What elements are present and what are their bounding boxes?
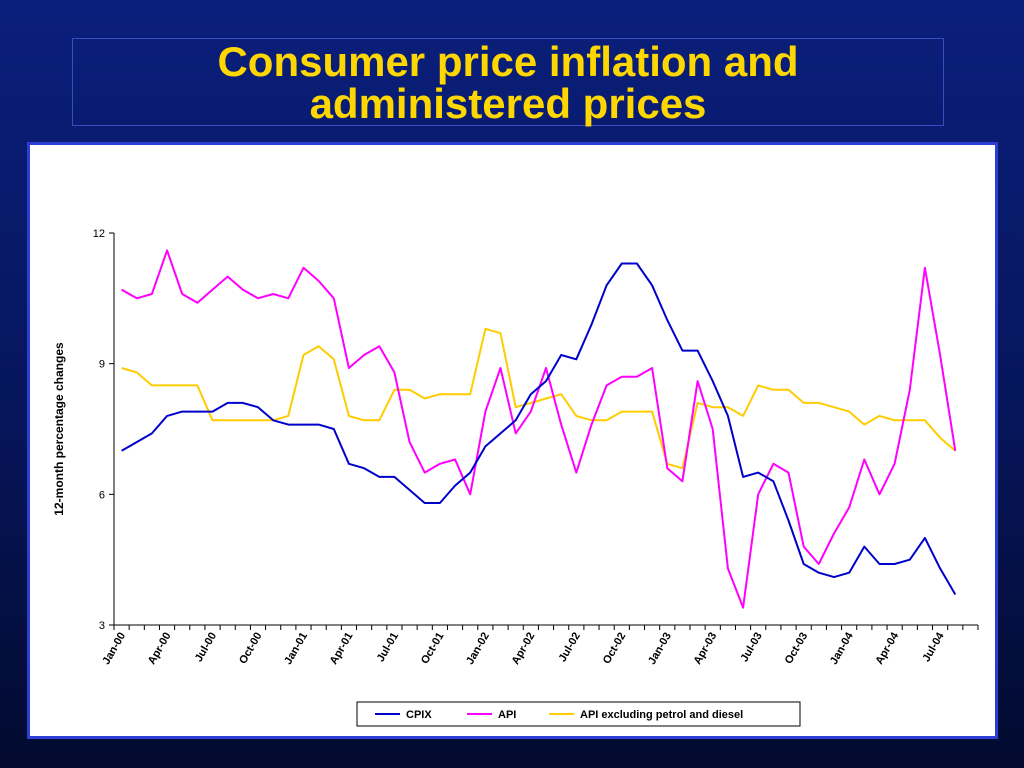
x-tick-label: Apr-00	[146, 631, 174, 667]
title-box: Consumer price inflation and administere…	[72, 38, 944, 126]
slide-title: Consumer price inflation and administere…	[73, 41, 943, 125]
x-tick-label: Jul-01	[375, 631, 401, 665]
series-line-api	[121, 249, 957, 609]
series-line-cpix	[121, 262, 957, 596]
axes	[113, 233, 978, 626]
y-tick-label: 6	[99, 489, 105, 501]
x-ticks: Jan-00 Apr-00 Jul-00 Oct-00 Jan-01 Apr-01 Jul-…	[100, 625, 979, 667]
x-tick-label: Oct-03	[783, 631, 811, 667]
series-line-api-excluding-petrol-and-diesel	[121, 327, 956, 470]
x-tick-label: Jan-04	[828, 630, 856, 667]
series-lines	[121, 249, 957, 609]
x-tick-label: Oct-00	[237, 631, 265, 667]
x-tick-label: Apr-04	[873, 630, 901, 667]
line-chart: 3 6 9 12 Jan-00 Apr-00 Jul-00 Oct-00 Jan-01 Apr-…	[52, 228, 979, 727]
y-tick-label: 12	[93, 228, 105, 240]
y-tick-label: 3	[99, 620, 105, 632]
legend-label: CPIX	[406, 709, 432, 721]
legend-box	[356, 701, 801, 727]
x-tick-label: Jan-02	[464, 631, 492, 667]
x-tick-label: Jul-03	[739, 631, 765, 665]
y-ticks: 3 6 9 12	[93, 228, 114, 632]
x-tick-label: Jul-02	[557, 631, 583, 665]
x-tick-label: Jan-01	[282, 631, 310, 667]
legend-label: API	[498, 709, 516, 721]
title-line-2: administered prices	[309, 80, 707, 127]
x-tick-label: Apr-01	[328, 631, 356, 667]
x-tick-label: Jul-00	[193, 631, 219, 665]
x-tick-label: Apr-03	[692, 631, 720, 667]
title-line-1: Consumer price inflation and	[217, 38, 799, 85]
y-tick-label: 9	[99, 359, 105, 371]
legend: CPIX API API excluding petrol and diesel	[356, 701, 801, 727]
legend-label: API excluding petrol and diesel	[580, 709, 743, 721]
x-tick-label: Jan-00	[100, 631, 128, 667]
x-tick-label: Jul-04	[920, 630, 947, 664]
x-tick-label: Apr-02	[510, 631, 538, 667]
chart-panel: 3 6 9 12 Jan-00 Apr-00 Jul-00 Oct-00 Jan-01 Apr-…	[27, 142, 998, 739]
x-tick-label: Oct-02	[601, 631, 629, 667]
y-axis-label: 12-month percentage changes	[52, 342, 66, 516]
x-tick-label: Jan-03	[646, 631, 674, 667]
x-tick-label: Oct-01	[419, 631, 447, 667]
